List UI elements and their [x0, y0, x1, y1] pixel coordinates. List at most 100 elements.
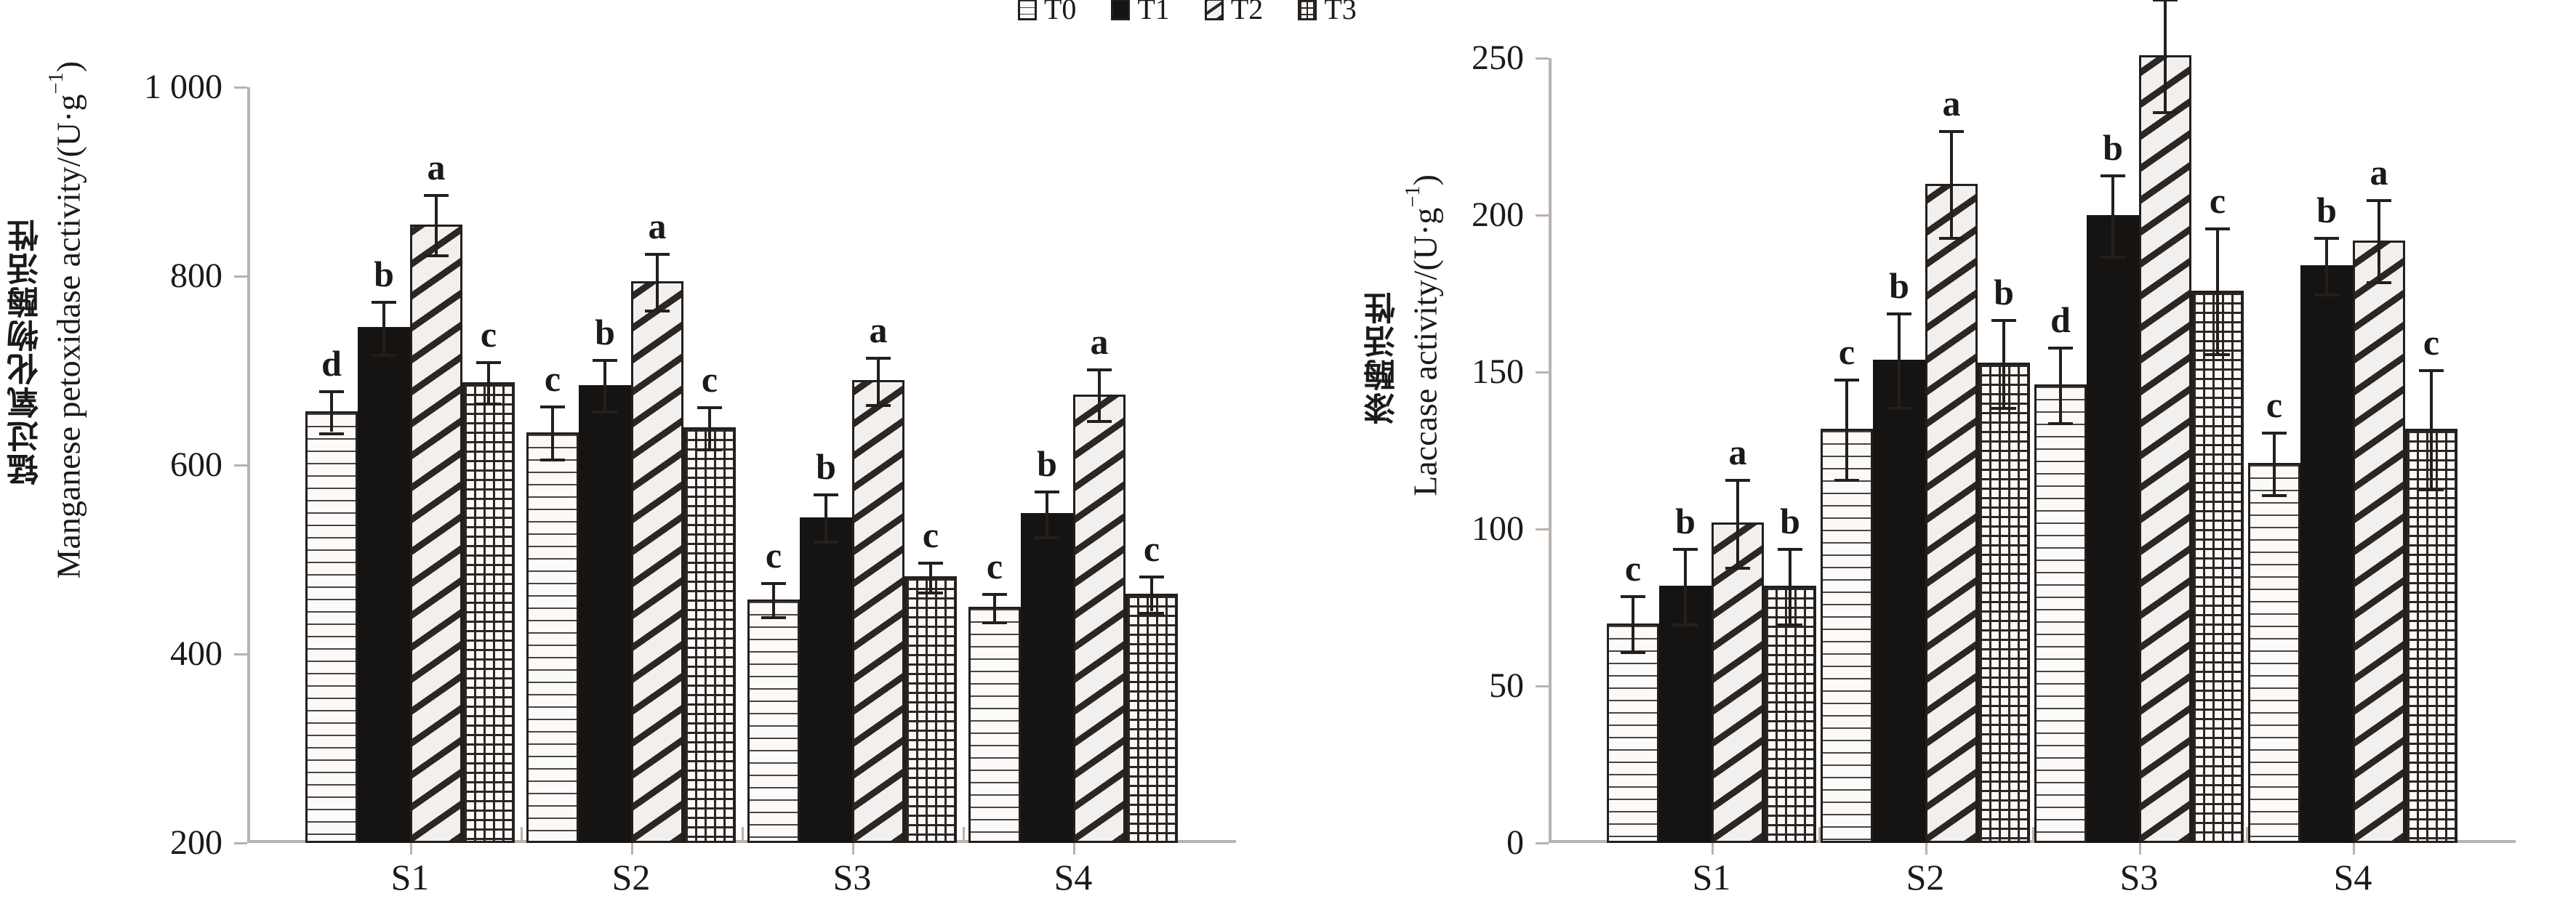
error-bar-cap-bottom [2419, 488, 2444, 491]
bar-s4-t2[interactable] [1073, 394, 1126, 843]
x-axis-label-s1: S1 [1692, 857, 1731, 897]
y-tick-label: 800 [170, 257, 222, 295]
right-en-tail: ) [1406, 174, 1444, 186]
y-tick-mark [234, 464, 247, 467]
significance-letter: a [869, 309, 888, 350]
error-bar-cap-top [1778, 547, 1802, 551]
x-group-separator-tick [2246, 827, 2248, 843]
significance-letter: a [427, 146, 446, 187]
bar-s2-t3[interactable] [1978, 363, 2030, 843]
error-bar-cap-top [2100, 174, 2125, 177]
error-bar-cap-top [2419, 368, 2444, 372]
error-bar-cap-top [2262, 432, 2287, 435]
bar-s4-t2[interactable] [2353, 240, 2405, 843]
y-tick-label: 250 [1472, 39, 1524, 77]
chart-legend: T0 T1 T2 T3 [1018, 0, 1570, 25]
error-bar-cap-bottom [540, 458, 565, 461]
bar-s1-t1[interactable] [358, 327, 410, 843]
error-bar-cap-top [866, 356, 891, 360]
significance-letter: c [1143, 528, 1160, 570]
error-bar-cap-top [2048, 347, 2073, 350]
x-tick-mark [2139, 843, 2141, 855]
error-bar-cap-top [372, 300, 396, 304]
x-axis-label-s3: S3 [832, 857, 872, 897]
legend-label-t1: T1 [1137, 0, 1170, 25]
x-axis-label-s3: S3 [2119, 857, 2159, 897]
bar-s3-t2[interactable] [2139, 55, 2191, 843]
bar-s1-t2[interactable] [1712, 522, 1764, 843]
error-bar-cap-bottom [1673, 623, 1698, 626]
x-group-separator-tick [1818, 827, 1821, 843]
bar-s2-t2[interactable] [631, 281, 683, 843]
bar-s4-t3[interactable] [1126, 593, 1178, 843]
bar-s2-t2[interactable] [1925, 183, 1978, 843]
y-tick-mark [234, 86, 247, 89]
x-group-separator-tick [2032, 827, 2034, 843]
x-tick-mark [410, 843, 412, 855]
bar-s3-t0[interactable] [747, 599, 800, 843]
error-bar [1845, 378, 1848, 479]
error-bar-cap-top [1621, 594, 1645, 598]
error-bar [656, 252, 659, 310]
x-tick-mark [1073, 843, 1075, 855]
error-bar [1789, 547, 1791, 623]
bar-s3-t1[interactable] [2087, 215, 2139, 843]
error-bar [2378, 199, 2380, 281]
bar-s1-t0[interactable] [305, 411, 358, 843]
y-tick-mark [1536, 57, 1549, 60]
error-bar-cap-bottom [372, 353, 396, 357]
error-bar [2325, 237, 2328, 294]
left-plot-area: 200 400 600 800 1 000 d b a c S1 c b a c S2 c b a c S3 c b a c S… [144, 70, 1236, 897]
y-tick-mark [1536, 685, 1549, 687]
bar-s4-t1[interactable] [1021, 513, 1073, 843]
error-bar-cap-bottom [424, 254, 449, 258]
bar-s1-t3[interactable] [462, 382, 515, 843]
error-bar [772, 582, 775, 616]
error-bar-cap-bottom [2262, 494, 2287, 498]
bar-s2-t1[interactable] [1873, 359, 1925, 843]
legend-item-t2[interactable]: T2 [1204, 0, 1263, 24]
bar-s4-t3[interactable] [2405, 428, 2457, 843]
legend-swatch-horizontal-lines-icon [1018, 0, 1037, 20]
y-tick-label: 600 [170, 445, 222, 484]
error-bar-cap-top [697, 406, 722, 410]
bar-s1-t2[interactable] [410, 224, 462, 843]
significance-letter: c [1624, 547, 1642, 589]
bar-s2-t3[interactable] [683, 427, 736, 843]
significance-letter: d [321, 343, 342, 384]
significance-letter: c [544, 358, 561, 400]
error-bar-cap-top [2314, 237, 2339, 241]
error-bar-cap-bottom [1139, 611, 1164, 615]
bar-s1-t1[interactable] [1659, 585, 1712, 843]
bar-s2-t1[interactable] [579, 384, 631, 843]
significance-letter: c [765, 535, 782, 576]
bar-s3-t3[interactable] [904, 576, 957, 843]
error-bar-cap-bottom [2048, 422, 2073, 426]
significance-letter: d [2050, 299, 2071, 341]
significance-letter: c [2266, 384, 2283, 426]
legend-item-t0[interactable]: T0 [1018, 0, 1076, 24]
bar-s2-t0[interactable] [1821, 428, 1873, 843]
error-bar-cap-bottom [1939, 237, 1964, 241]
bar-s4-t1[interactable] [2300, 265, 2353, 843]
error-bar-cap-top [2153, 0, 2178, 1]
bar-s1-t0[interactable] [1607, 623, 1659, 843]
bar-s3-t1[interactable] [800, 517, 852, 843]
legend-item-t3[interactable]: T3 [1298, 0, 1357, 24]
error-bar-cap-bottom [1621, 651, 1645, 655]
error-bar-cap-top [1991, 318, 2016, 322]
legend-swatch-solid-black-icon [1111, 0, 1131, 20]
bar-s3-t2[interactable] [852, 380, 904, 843]
x-tick-mark [2353, 843, 2355, 855]
significance-letter: c [701, 359, 718, 400]
bar-s4-t0[interactable] [968, 607, 1021, 843]
bar-s2-t0[interactable] [526, 432, 579, 843]
bar-s3-t3[interactable] [2191, 290, 2244, 843]
error-bar-cap-top [424, 193, 449, 197]
left-axis-title-en: Manganese petoxidase activity/(U·g−1) [45, 61, 87, 578]
error-bar [2216, 227, 2219, 354]
bar-s3-t0[interactable] [2034, 384, 2087, 843]
x-axis-label-s1: S1 [390, 857, 430, 897]
legend-item-t1[interactable]: T1 [1111, 0, 1170, 25]
bar-s4-t0[interactable] [2248, 463, 2300, 843]
